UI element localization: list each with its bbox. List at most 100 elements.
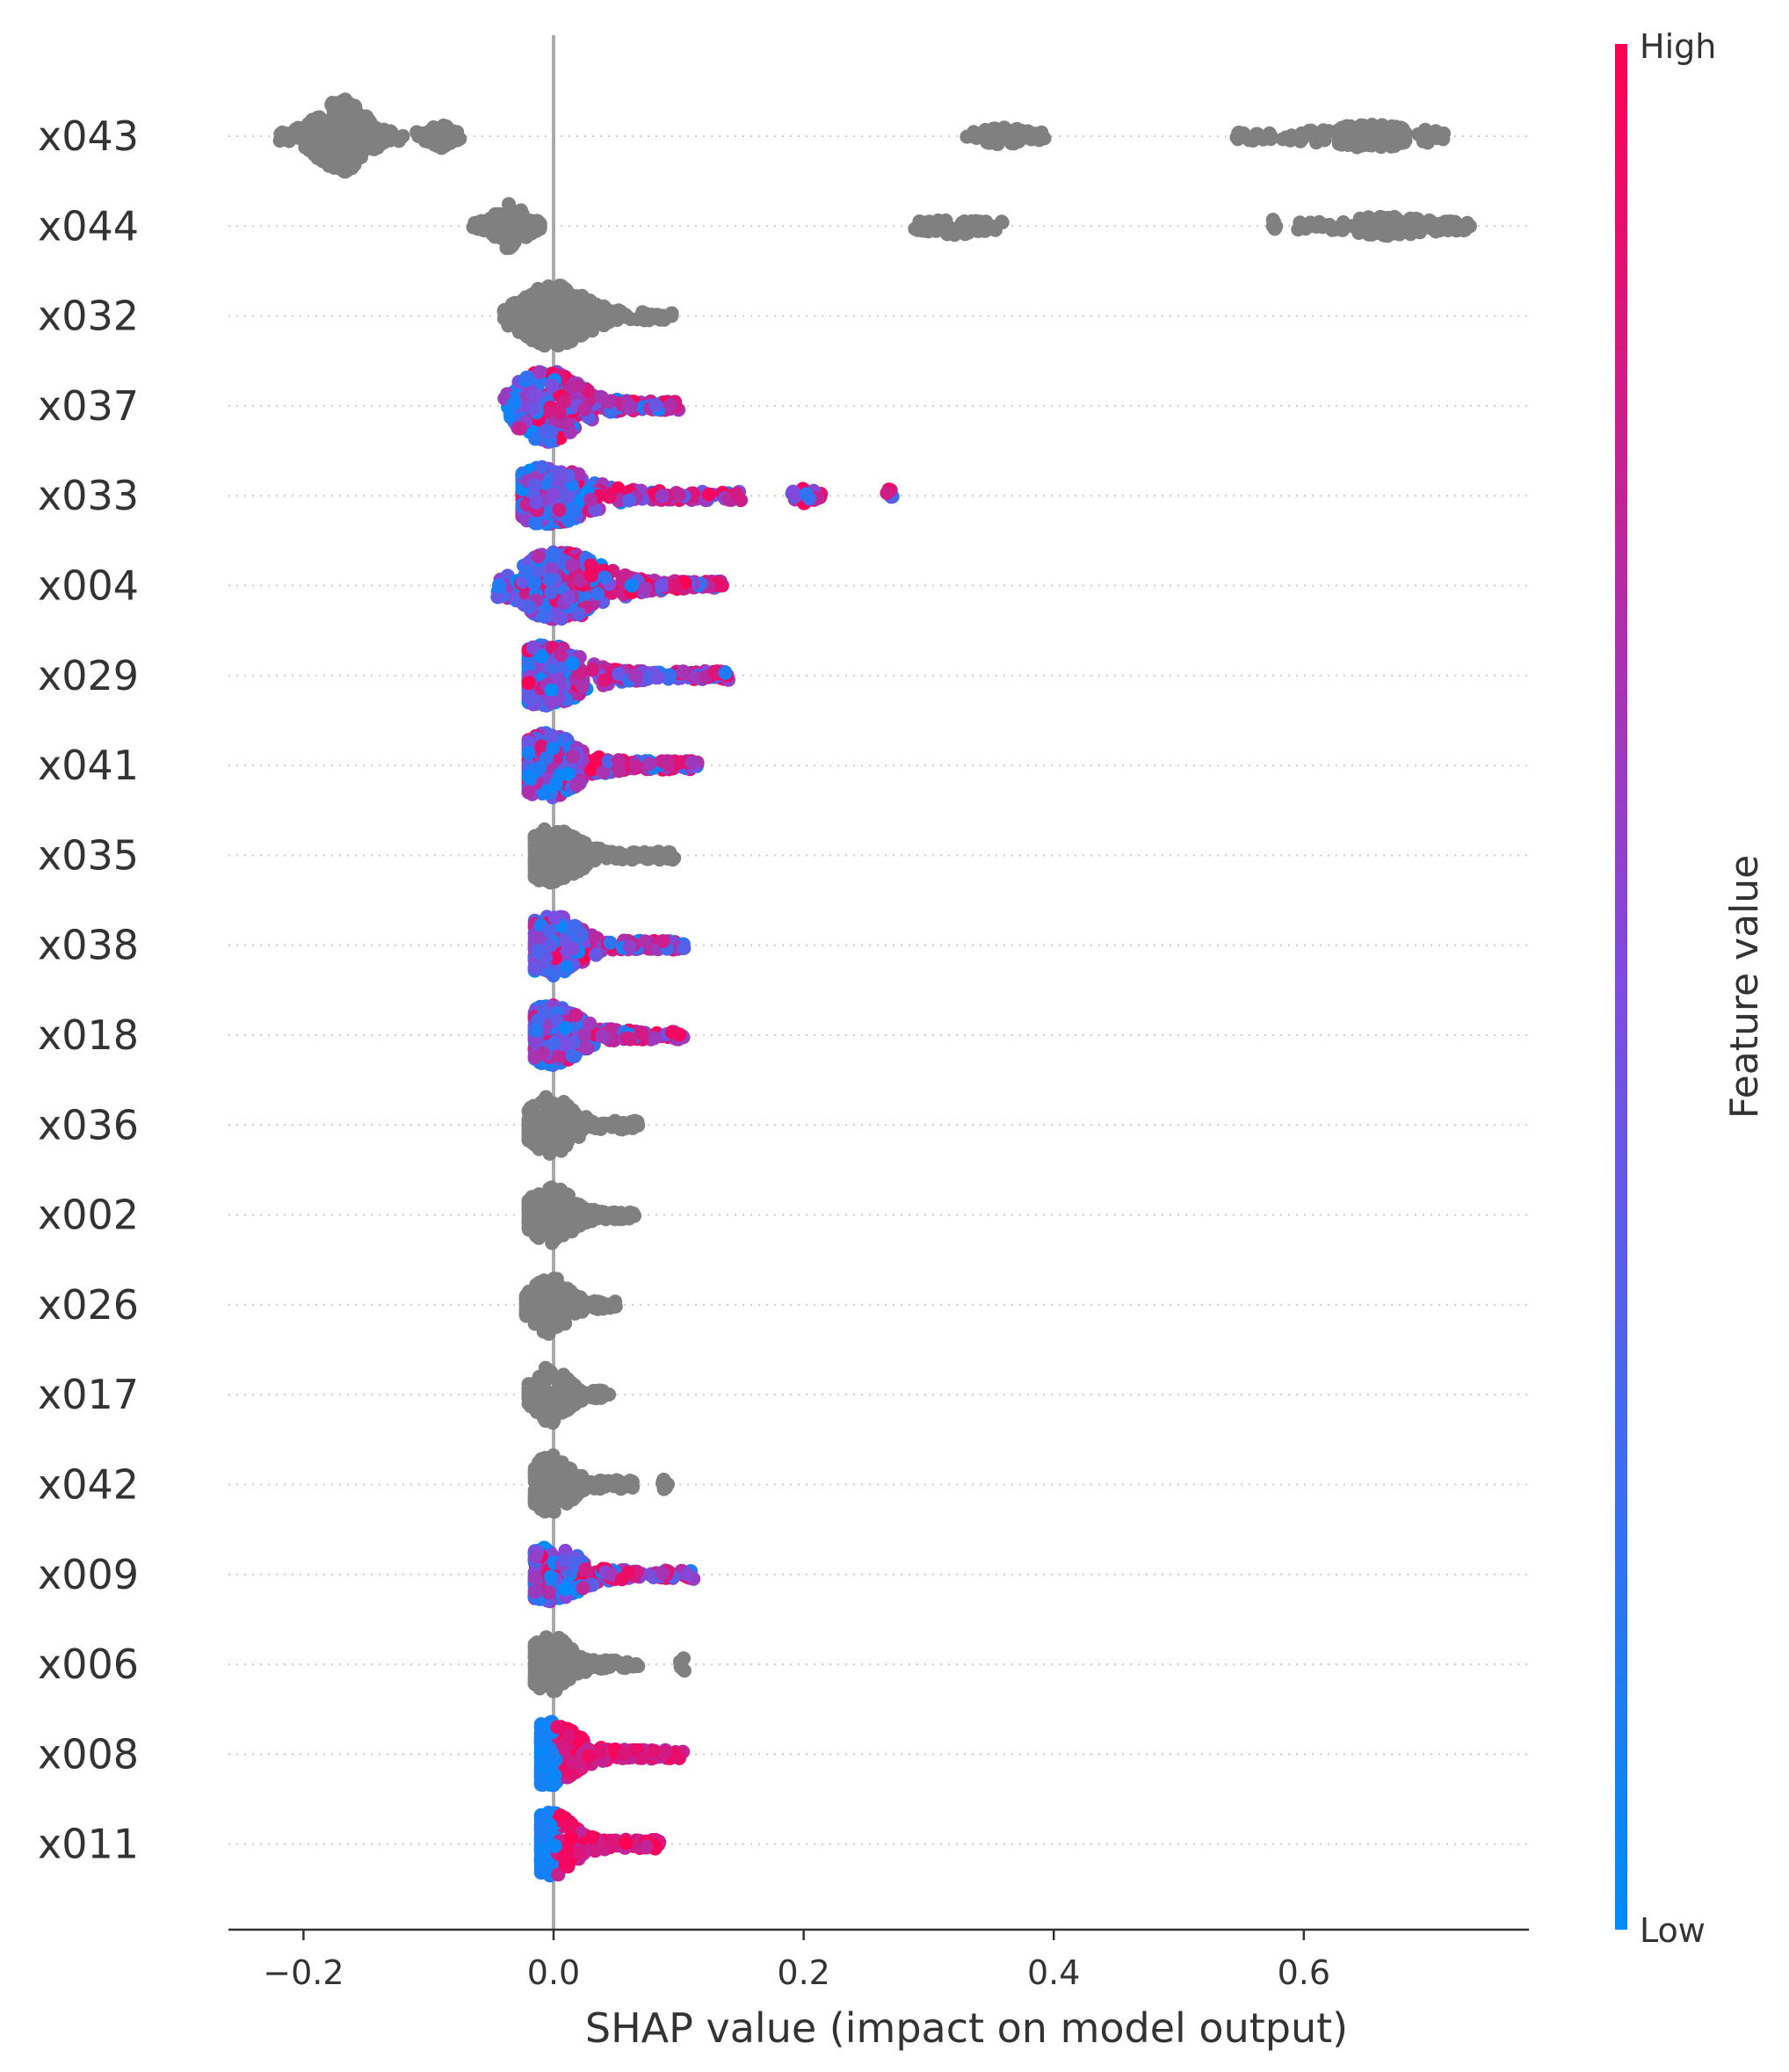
shap-point (572, 606, 586, 621)
feature-row-x004 (490, 545, 729, 627)
shap-point (1293, 215, 1307, 230)
data-points (272, 92, 1477, 1883)
feature-row-x038 (527, 909, 692, 983)
shap-point (542, 938, 557, 953)
shap-point (590, 586, 605, 601)
shap-point (655, 934, 670, 949)
shap-point (357, 114, 372, 129)
shap-point (543, 585, 558, 600)
shap-point (547, 486, 561, 501)
shap-point (487, 223, 502, 238)
shap-point (542, 572, 557, 587)
shap-point (671, 488, 686, 503)
shap-point (560, 766, 575, 781)
feature-row-x041 (521, 726, 705, 805)
shap-point (528, 327, 543, 342)
shap-point (546, 548, 561, 563)
shap-point (571, 467, 586, 482)
shap-point (1256, 132, 1271, 147)
shap-point (529, 1399, 544, 1414)
shap-point (322, 158, 337, 173)
shap-point (1322, 124, 1336, 139)
shap-point (547, 305, 561, 320)
shap-point (583, 1016, 598, 1031)
shap-point (529, 495, 544, 510)
shap-point (521, 676, 536, 691)
shap-point (544, 728, 559, 743)
shap-point (611, 481, 626, 496)
gridlines (228, 135, 1529, 1845)
shap-point (663, 397, 677, 412)
shap-point (1352, 135, 1366, 149)
shap-point (596, 764, 611, 779)
shap-point (528, 388, 543, 402)
shap-point (528, 431, 543, 446)
shap-point (620, 1031, 635, 1046)
shap-point (660, 754, 675, 769)
shap-point (650, 849, 665, 864)
shap-point (498, 310, 513, 325)
shap-point (551, 671, 566, 686)
shap-point (526, 1386, 541, 1400)
shap-point (535, 1046, 550, 1061)
shap-point (966, 129, 981, 144)
shap-point (436, 118, 451, 133)
shap-point (545, 378, 560, 393)
shap-point (544, 845, 559, 860)
shap-point (622, 493, 637, 508)
shap-point (506, 396, 521, 410)
shap-point (675, 664, 690, 679)
shap-point (527, 960, 542, 975)
shap-point (528, 304, 543, 319)
shap-point (677, 941, 692, 955)
shap-point (591, 1204, 606, 1219)
shap-point (701, 487, 716, 502)
shap-point (565, 1048, 580, 1063)
shap-point (554, 334, 569, 349)
shap-point (558, 1020, 573, 1035)
shap-point (718, 665, 733, 680)
shap-point (520, 293, 535, 308)
shap-point (531, 944, 546, 959)
shap-point (517, 224, 532, 239)
shap-point (612, 308, 627, 322)
shap-point (578, 1040, 593, 1055)
shap-point (488, 209, 503, 224)
shap-point (1020, 127, 1035, 141)
shap-point (628, 758, 643, 773)
shap-point (981, 129, 996, 143)
feature-row-x035 (527, 822, 682, 890)
shap-point (998, 122, 1013, 137)
shap-point (1004, 136, 1018, 150)
shap-point (378, 129, 393, 143)
feature-row-x037 (497, 365, 686, 449)
shap-point (567, 920, 582, 934)
shap-point (565, 750, 580, 764)
shap-point (532, 760, 547, 775)
shap-point (518, 564, 533, 579)
shap-point (522, 600, 537, 614)
shap-point (566, 842, 580, 856)
shap-point (627, 1115, 641, 1130)
shap-point (995, 214, 1009, 229)
shap-point (573, 573, 588, 588)
feature-row-x042 (527, 1448, 675, 1519)
shap-point (623, 849, 637, 864)
shap-point (585, 662, 600, 677)
shap-point (527, 829, 542, 844)
shap-point (611, 667, 626, 682)
shap-point (674, 755, 688, 770)
shap-point (1309, 219, 1323, 234)
shap-point (535, 460, 549, 475)
shap-point (573, 293, 587, 308)
shap-point (566, 503, 581, 518)
shap-point (648, 398, 663, 413)
shap-point (360, 127, 375, 142)
shap-point (364, 141, 379, 156)
shap-point (519, 370, 534, 385)
shap-point (564, 558, 579, 573)
shap-point (612, 753, 626, 768)
shap-point (337, 164, 352, 179)
shap-point (561, 489, 576, 504)
shap-point (541, 279, 556, 293)
